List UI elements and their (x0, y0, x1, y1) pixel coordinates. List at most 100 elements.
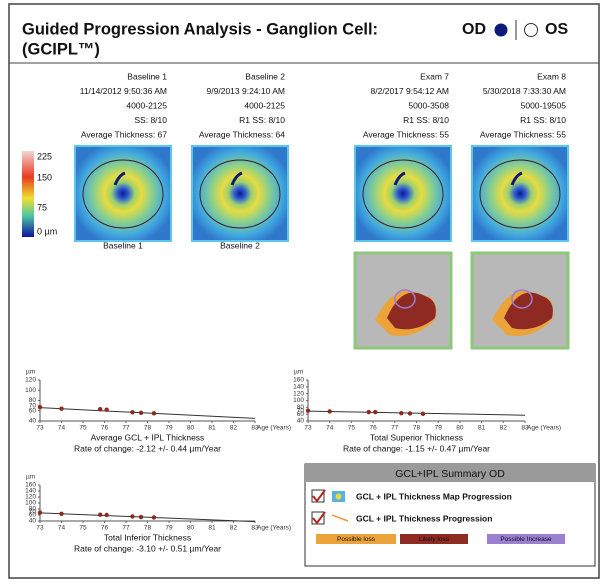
x-tick-label: 77 (391, 425, 399, 432)
x-tick-label: 80 (456, 425, 464, 432)
trend-line (39, 512, 256, 523)
thickness-map (74, 145, 172, 242)
data-point (366, 409, 371, 415)
data-point (373, 409, 378, 415)
y-tick-label: 160 (25, 482, 36, 489)
title: Guided Progression Analysis - Ganglion C… (22, 20, 378, 38)
x-tick-label: 80 (187, 525, 195, 532)
x-tick-label: 76 (101, 425, 109, 432)
x-tick-label: 75 (79, 425, 87, 432)
map-icon-center (335, 493, 342, 500)
x-tick-label: 74 (326, 425, 334, 432)
od-selected (494, 23, 508, 37)
y-tick-label: 70 (29, 509, 37, 516)
os-unselected (524, 23, 538, 37)
exam-id: 4000-2125 (126, 100, 167, 110)
data-point (399, 410, 404, 416)
data-point (305, 408, 311, 413)
vessel (230, 171, 243, 186)
data-point (407, 411, 413, 416)
x-tick-label: 81 (208, 525, 216, 532)
y-tick-label: 100 (25, 500, 36, 507)
y-tick-label: 120 (293, 390, 304, 397)
x-tick-label: 79 (165, 425, 173, 432)
x-tick-label: 79 (165, 525, 173, 532)
data-point (104, 407, 109, 412)
legend-label: Possible loss (337, 536, 376, 543)
summary-header (305, 464, 595, 482)
exam-average: Average Thickness: 64 (199, 129, 285, 139)
trend-line (307, 410, 526, 416)
x-axis-label: Age (Years) (257, 425, 291, 432)
legend-swatch (316, 534, 396, 544)
y-tick-label: 60 (29, 407, 37, 414)
map-ellipse (82, 159, 164, 229)
exam-signal: R1 SS: 8/10 (403, 115, 449, 125)
y-tick-label: 60 (29, 512, 37, 519)
x-tick-label: 78 (144, 425, 152, 432)
likely-loss (387, 292, 436, 330)
y-tick-label: 100 (25, 387, 36, 394)
y-axis-label: µm (294, 369, 303, 376)
x-tick-label: 83 (521, 425, 529, 432)
x-tick-label: 83 (251, 525, 259, 532)
data-point (327, 409, 332, 414)
map-ellipse (362, 159, 444, 229)
thickness-map (191, 145, 289, 242)
x-tick-label: 79 (435, 425, 443, 432)
exam-signal: SS: 8/10 (134, 115, 167, 125)
chart-title: Total Inferior Thickness (104, 532, 191, 542)
page-border (8, 3, 600, 579)
x-tick-label: 81 (208, 425, 216, 432)
x-tick-label: 73 (36, 425, 44, 432)
map-caption: Baseline 2 (220, 240, 260, 250)
scale-label: 75 (37, 202, 47, 212)
legend-swatch (487, 534, 565, 544)
chart-rate: Rate of change: -1.15 +/- 0.47 µm/Year (343, 443, 490, 453)
exam-name: Exam 8 (537, 71, 566, 81)
exam-average: Average Thickness: 67 (81, 129, 167, 139)
y-tick-label: 120 (25, 494, 36, 501)
color-scale (22, 151, 34, 237)
data-point (138, 410, 144, 415)
exam-average: Average Thickness: 55 (480, 129, 566, 139)
exam-average: Average Thickness: 55 (363, 129, 449, 139)
x-tick-label: 76 (101, 525, 109, 532)
x-tick-label: 77 (122, 525, 130, 532)
exam-name: Baseline 1 (127, 71, 167, 81)
data-point (420, 411, 426, 417)
data-point (104, 512, 109, 518)
likely-loss (504, 292, 553, 330)
data-point (130, 514, 135, 519)
vessel (113, 171, 126, 186)
x-tick-label: 75 (348, 425, 356, 432)
summary-row: GCL + IPL Thickness Progression (356, 513, 492, 523)
exam-id: 5000-3508 (408, 100, 449, 110)
data-point (151, 515, 157, 520)
y-tick-label: 40 (297, 418, 305, 425)
y-axis-label: µm (26, 474, 35, 481)
data-point (59, 511, 64, 516)
check (312, 511, 326, 525)
data-point (98, 512, 103, 517)
data-point (151, 411, 157, 416)
os-label: OS (545, 21, 568, 38)
fovea-ring (511, 289, 533, 309)
x-tick-label: 82 (500, 425, 508, 432)
scale-label: 150 (37, 172, 52, 182)
trend-icon (331, 514, 349, 522)
data-point (98, 407, 103, 412)
legend-label: Possible Increase (500, 536, 552, 543)
exam-name: Exam 7 (420, 71, 449, 81)
y-tick-label: 70 (29, 402, 37, 409)
exam-datetime: 9/9/2013 9:24:10 AM (207, 86, 285, 96)
data-point (37, 510, 43, 515)
y-tick-label: 140 (293, 384, 304, 391)
y-tick-label: 60 (297, 411, 305, 418)
x-tick-label: 83 (251, 425, 259, 432)
x-tick-label: 78 (413, 425, 421, 432)
y-tick-label: 100 (293, 397, 304, 404)
od-label: OD (462, 21, 486, 38)
exam-datetime: 11/14/2012 9:50:36 AM (80, 86, 167, 96)
